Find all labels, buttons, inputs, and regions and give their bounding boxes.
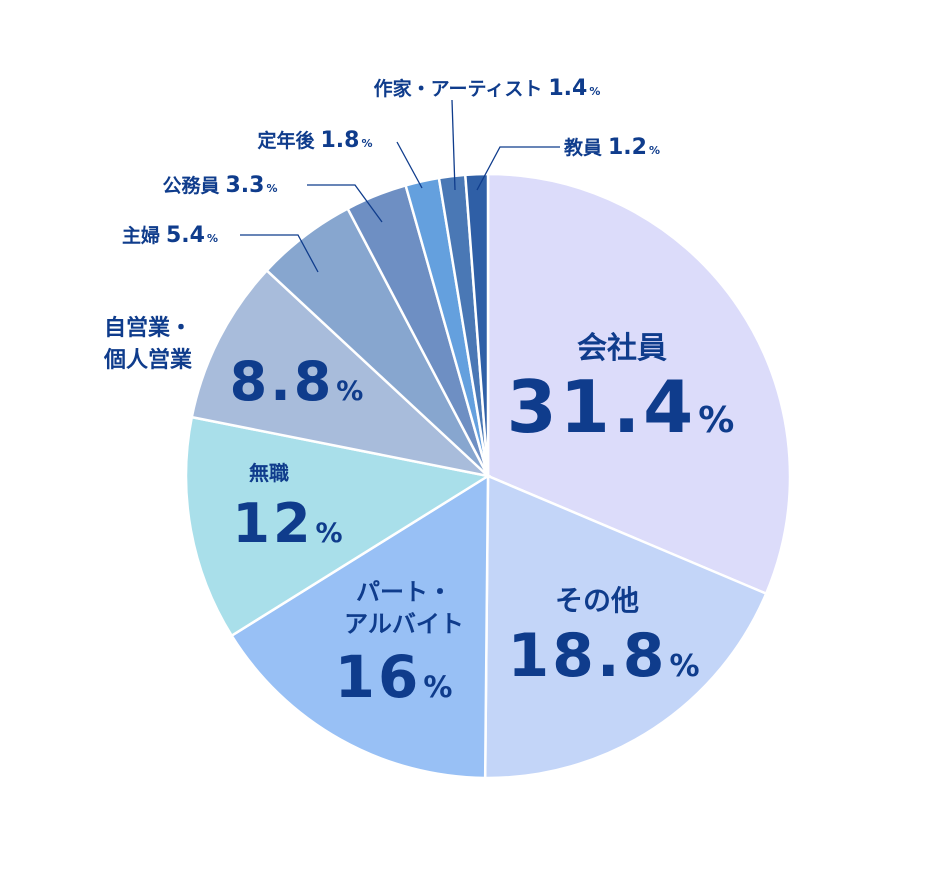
value-number: 18.8 bbox=[507, 621, 667, 691]
label-line: 会社員 bbox=[577, 331, 667, 366]
outside-label: 作家・アーティスト 1.4% bbox=[374, 76, 601, 101]
value-number: 1.4 bbox=[548, 76, 587, 101]
value-label: 1.8% bbox=[321, 128, 373, 153]
value-label: 16% bbox=[335, 643, 456, 711]
value-number: 12 bbox=[232, 492, 313, 555]
value-unit: % bbox=[336, 376, 366, 407]
pie-slice bbox=[190, 268, 493, 479]
value-label: 1.4% bbox=[548, 76, 600, 101]
value-label: 31.4% bbox=[507, 365, 738, 449]
slice-label: 自営業・個人営業 bbox=[103, 315, 193, 373]
slice-label: 公務員 bbox=[162, 174, 219, 197]
label-line: 無職 bbox=[249, 461, 289, 485]
slice-label: 作家・アーティスト bbox=[374, 77, 543, 100]
slice-label: その他 bbox=[555, 584, 639, 617]
value-number: 8.8 bbox=[230, 350, 335, 413]
value-number: 1.8 bbox=[321, 128, 360, 153]
label-line: その他 bbox=[555, 584, 639, 617]
outside-label: 定年後 1.8% bbox=[257, 128, 372, 153]
value-unit: % bbox=[649, 144, 660, 157]
leader-line bbox=[307, 184, 383, 223]
value-label: 18.8% bbox=[507, 621, 702, 691]
value-unit: % bbox=[589, 85, 600, 98]
value-unit: % bbox=[207, 232, 218, 245]
pie-slice bbox=[483, 474, 768, 780]
label-line: パート・ bbox=[356, 578, 452, 606]
slice-label: 定年後 bbox=[257, 129, 315, 152]
pie-slice bbox=[463, 172, 490, 477]
leader-line bbox=[476, 146, 560, 191]
pie-slice bbox=[184, 415, 492, 638]
outside-label: 主婦 5.4% bbox=[122, 223, 218, 248]
value-number: 3.3 bbox=[226, 173, 265, 198]
value-label: 1.2% bbox=[608, 135, 660, 160]
leader-line bbox=[396, 141, 423, 189]
leader-line bbox=[240, 234, 319, 273]
value-label: 12% bbox=[232, 492, 345, 555]
label-line: アルバイト bbox=[344, 610, 464, 638]
slice-label: 会社員 bbox=[577, 331, 667, 366]
value-unit: % bbox=[361, 137, 372, 150]
pie-slice bbox=[229, 473, 490, 780]
value-label: 3.3% bbox=[226, 173, 278, 198]
slice-label: パート・アルバイト bbox=[344, 578, 464, 638]
slice-label: 主婦 bbox=[122, 224, 160, 247]
value-unit: % bbox=[266, 182, 277, 195]
label-line: 自営業・ bbox=[104, 315, 192, 341]
value-number: 5.4 bbox=[166, 223, 205, 248]
slice-label: 教員 bbox=[564, 136, 602, 159]
outside-label: 公務員 3.3% bbox=[162, 173, 277, 198]
value-unit: % bbox=[423, 670, 455, 704]
value-unit: % bbox=[316, 518, 346, 549]
label-line: 個人営業 bbox=[103, 347, 193, 373]
leader-line bbox=[451, 99, 456, 191]
value-label: 8.8% bbox=[230, 350, 367, 413]
value-number: 1.2 bbox=[608, 135, 647, 160]
value-unit: % bbox=[669, 649, 702, 684]
pie-slice bbox=[486, 172, 792, 596]
slice-label: 無職 bbox=[249, 461, 289, 485]
outside-label: 教員 1.2% bbox=[564, 135, 660, 160]
value-label: 5.4% bbox=[166, 223, 218, 248]
value-number: 31.4 bbox=[507, 365, 697, 449]
value-unit: % bbox=[698, 400, 737, 441]
value-number: 16 bbox=[335, 643, 422, 711]
